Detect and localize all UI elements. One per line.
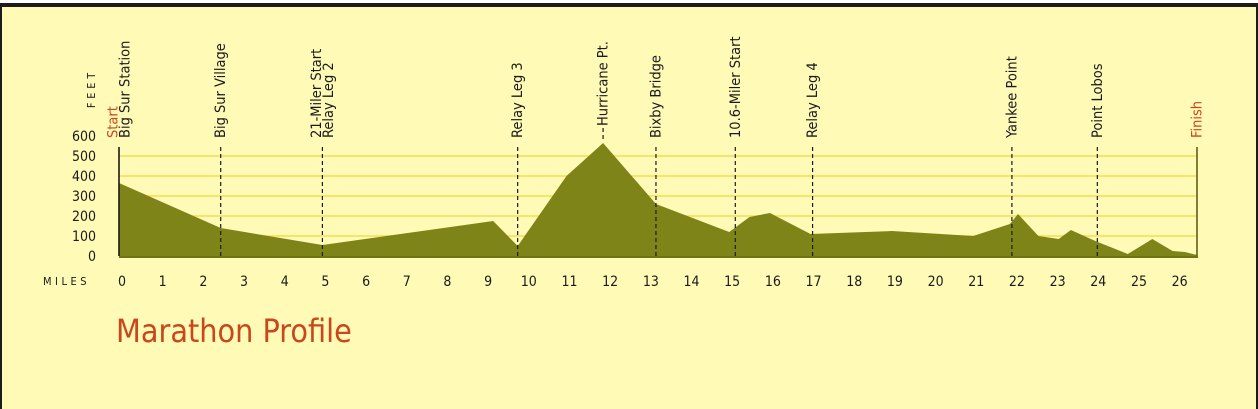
chart-title: Marathon Profile [116, 312, 352, 350]
x-axis-label: MILES [43, 275, 90, 288]
x-tick-label: 3 [240, 274, 248, 290]
x-tick-label: 11 [561, 274, 577, 290]
marker-label: Bixby Bridge [648, 55, 664, 138]
marker-label: Relay Leg 3 [510, 62, 526, 138]
x-tick-label: 8 [443, 274, 451, 290]
top-edge-bar [0, 0, 1258, 3]
start-label: Start [106, 106, 122, 138]
x-tick-label: 26 [1172, 274, 1188, 290]
y-tick-label: 100 [72, 229, 96, 245]
x-tick-label: 20 [928, 274, 944, 290]
x-tick-label: 12 [602, 274, 618, 290]
y-tick-label: 300 [72, 189, 96, 205]
x-tick-label: 23 [1050, 274, 1066, 290]
x-tick-label: 21 [968, 274, 984, 290]
x-tick-label: 17 [806, 274, 822, 290]
y-tick-label: 200 [72, 209, 96, 225]
y-axis: 0 100 200 300 400 500 600 FEET [72, 69, 98, 265]
x-tick-label: 10 [521, 274, 537, 290]
x-tick-label: 0 [118, 274, 126, 290]
x-tick-label: 15 [724, 274, 740, 290]
x-tick-label: 25 [1131, 274, 1147, 290]
x-tick-label: 16 [765, 274, 781, 290]
marker-label: Yankee Point [1004, 56, 1020, 139]
x-tick-label: 19 [887, 274, 903, 290]
marker-label: Point Lobos [1090, 63, 1106, 138]
x-tick-label: 22 [1009, 274, 1025, 290]
x-tick-label: 13 [643, 274, 659, 290]
x-axis: 0 1 2 3 4 5 6 7 8 9 10 11 12 13 14 15 16 17 18 19 20 21 22 23 24… [43, 274, 1188, 290]
marker-label: Big Sur Village [213, 43, 229, 138]
marker-label: Big Sur Station [118, 41, 134, 138]
marker-label: Relay Leg 2 [321, 62, 337, 138]
x-tick-label: 2 [199, 274, 207, 290]
x-tick-label: 24 [1090, 274, 1106, 290]
marker-label: Hurricane Pt. [596, 41, 612, 126]
y-tick-label: 500 [72, 149, 96, 165]
marker-label: 10.6-Miler Start [728, 36, 744, 138]
x-tick-label: 7 [403, 274, 411, 290]
finish-label: Finish [1190, 101, 1206, 138]
y-tick-label: 400 [72, 169, 96, 185]
y-tick-label: 600 [72, 129, 96, 145]
x-tick-label: 9 [484, 274, 492, 290]
elevation-area [119, 143, 1198, 258]
elevation-profile [119, 143, 1197, 256]
y-tick-label: 0 [88, 249, 96, 265]
x-tick-label: 14 [683, 274, 699, 290]
x-tick-label: 1 [159, 274, 167, 290]
x-tick-label: 4 [281, 274, 289, 290]
marker-label: 21-Miler Start [309, 49, 325, 138]
y-axis-label: FEET [86, 69, 98, 108]
x-tick-label: 5 [321, 274, 329, 290]
x-tick-label: 6 [362, 274, 370, 290]
marker-label: Relay Leg 4 [805, 62, 821, 138]
x-tick-label: 18 [846, 274, 862, 290]
